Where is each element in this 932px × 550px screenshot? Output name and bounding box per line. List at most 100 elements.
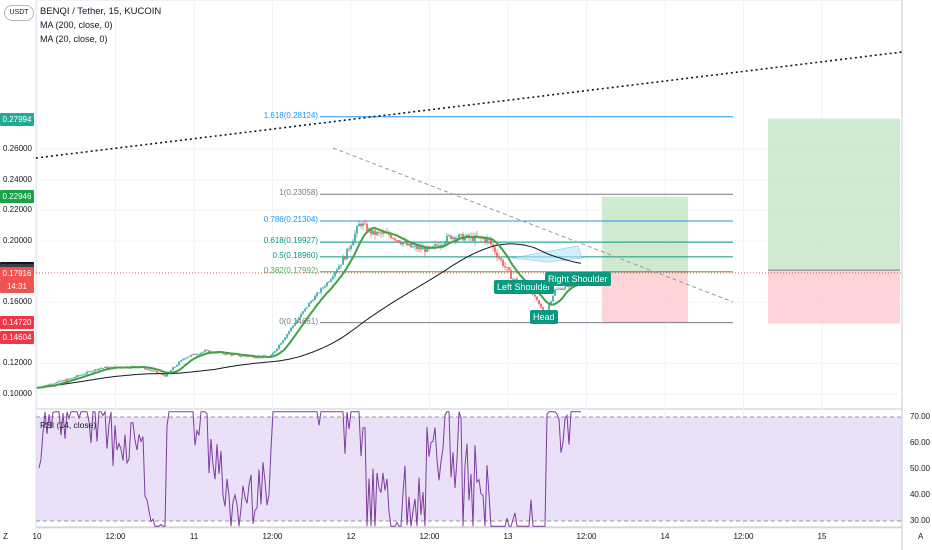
left-shoulder-label[interactable]: Left Shoulder	[494, 280, 554, 294]
fib-level-label: 0.786(0.21304)	[263, 215, 318, 225]
candle-body	[90, 371, 92, 373]
candle-body	[560, 288, 562, 291]
candle-body	[454, 237, 456, 241]
candle-body	[418, 246, 420, 250]
rsi-tick-label: 50.00	[909, 464, 930, 473]
time-tick-label: 12:00	[262, 532, 283, 541]
candle-body	[308, 302, 310, 307]
rsi-tick-label: 70.00	[909, 412, 930, 421]
candle-body	[292, 325, 294, 328]
candle-body	[416, 245, 418, 250]
dotted-trendline	[35, 51, 903, 159]
candle-body	[52, 384, 54, 385]
candle-body	[424, 247, 426, 253]
candle-body	[392, 237, 394, 239]
candle-body	[372, 230, 374, 235]
candle-body	[374, 230, 376, 235]
candle-body	[362, 223, 364, 227]
candle-body	[246, 356, 248, 357]
candle-body	[552, 295, 554, 302]
candle-body	[360, 223, 362, 227]
candle-body	[198, 354, 200, 355]
candle-body	[538, 300, 540, 305]
fib-level-label: 0(0.14661)	[279, 316, 318, 326]
candle-body	[166, 372, 168, 377]
candle-body	[338, 265, 340, 270]
candle-body	[568, 285, 570, 288]
candle-body	[458, 234, 460, 238]
candle-body	[510, 270, 512, 280]
ma200-legend[interactable]: MA (200, close, 0)	[40, 20, 113, 30]
candle-body	[174, 366, 176, 368]
right-shoulder-label[interactable]: Right Shoulder	[545, 272, 611, 286]
candle-body	[300, 313, 302, 318]
candle-body	[466, 234, 468, 238]
timezone-button[interactable]: Z	[3, 532, 8, 541]
candle-body	[202, 351, 204, 353]
candle-body	[316, 292, 318, 296]
candle-body	[288, 331, 290, 335]
time-tick-label: 11	[189, 532, 199, 541]
candle-body	[382, 232, 384, 234]
candle-body	[490, 239, 492, 245]
candle-body	[290, 327, 292, 332]
candle-body	[398, 240, 400, 243]
rsi-line	[38, 410, 581, 527]
candle-body	[482, 238, 484, 240]
candle-body	[366, 223, 368, 232]
candle-body	[76, 375, 78, 378]
price-chip: 0.27994	[0, 112, 34, 126]
candle-body	[208, 350, 210, 353]
symbol-title[interactable]: BENQI / Tether, 15, KUCOIN	[40, 6, 162, 17]
candle-body	[408, 243, 410, 246]
price-tick-label: 0.24000	[3, 174, 32, 184]
candle-body	[566, 285, 568, 287]
candle-body	[192, 353, 194, 355]
candle-body	[394, 238, 396, 241]
candle-body	[318, 292, 320, 294]
candle-body	[320, 288, 322, 293]
candle-body	[82, 374, 84, 376]
candle-body	[72, 377, 74, 379]
candle-body	[170, 370, 172, 372]
candle-body	[348, 248, 350, 250]
candle-body	[474, 235, 476, 241]
candle-body	[282, 340, 284, 344]
time-tick-label: 15	[817, 532, 827, 541]
candle-body	[502, 260, 504, 266]
target-zone-1	[602, 196, 688, 272]
candle-body	[332, 276, 334, 280]
candle-body	[472, 236, 474, 241]
price-chip: 0.17916	[0, 266, 34, 280]
candle-body	[276, 348, 278, 351]
candle-body	[378, 231, 380, 233]
fib-level-label: 0.618(0.19927)	[263, 236, 318, 246]
time-tick-label: 12	[346, 532, 356, 541]
rsi-legend[interactable]: RSI (14, close)	[40, 420, 97, 430]
candle-body	[66, 378, 68, 381]
ma20-line	[37, 227, 582, 389]
head-label[interactable]: Head	[530, 310, 558, 324]
candle-body	[508, 267, 510, 271]
auto-scale-button[interactable]: A	[918, 532, 924, 541]
candle-body	[100, 368, 102, 369]
ma20-legend[interactable]: MA (20, close, 0)	[40, 34, 108, 44]
candle-body	[186, 357, 188, 359]
candle-body	[226, 353, 228, 355]
candle-body	[334, 272, 336, 277]
rsi-tick-label: 30.00	[909, 516, 930, 525]
candle-body	[420, 246, 422, 250]
candle-body	[494, 247, 496, 253]
candle-body	[86, 371, 88, 374]
candle-body	[564, 286, 566, 289]
candle-body	[396, 240, 398, 242]
candle-body	[344, 257, 346, 260]
currency-button[interactable]: USDT	[4, 5, 34, 21]
stop-zone-2	[768, 270, 900, 324]
candle-body	[296, 320, 298, 324]
candle-body	[242, 355, 244, 357]
candle-body	[58, 380, 60, 382]
candle-body	[62, 380, 64, 382]
candle-body	[94, 369, 96, 372]
